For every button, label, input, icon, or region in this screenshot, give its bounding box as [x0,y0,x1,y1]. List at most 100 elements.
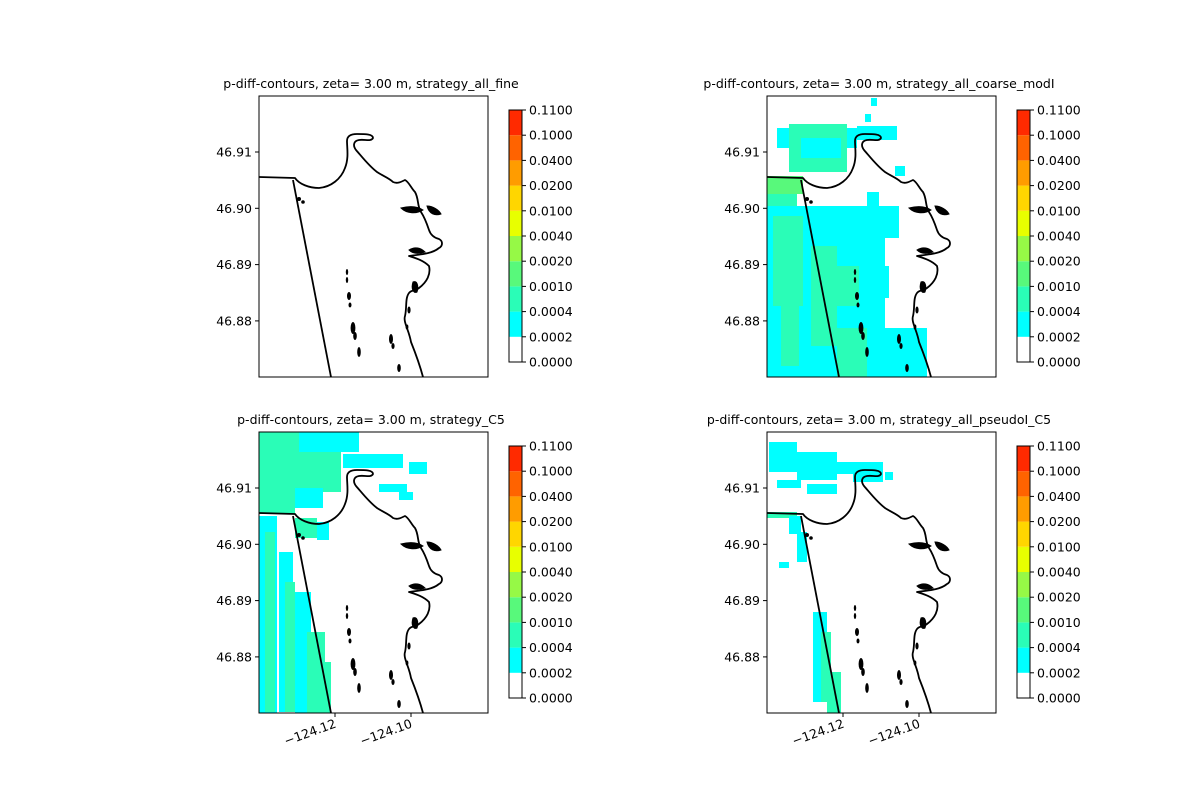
island [405,324,409,330]
island [897,334,901,344]
island [357,683,361,693]
contour-fill [317,522,329,540]
panel-1: p-diff-contours, zeta= 3.00 m, strategy_… [216,76,573,378]
contour-fill [871,266,889,298]
colorbar-segment [509,336,522,362]
colorbar-label: 0.0002 [529,329,573,344]
island [426,541,442,552]
island [391,679,395,685]
colorbar-label: 0.0010 [529,279,573,294]
y-tick-label: 46.90 [216,201,252,216]
contour-fill [797,452,837,480]
contour-fill [769,442,797,472]
y-tick-label: 46.89 [724,593,760,608]
colorbar-label: 0.0010 [1037,279,1081,294]
x-tick-label: −124.12 [790,716,846,749]
colorbar-label: 0.1100 [529,439,573,454]
colorbar-segment [1017,160,1030,186]
colorbar-label: 0.0020 [1037,254,1081,269]
island [865,347,869,357]
island [934,205,950,216]
island [297,197,301,201]
colorbar-segment [509,261,522,287]
island [897,670,901,680]
colorbar: 0.0000 0.0002 0.0004 0.0010 0.0020 0.0040 0.01… [1016,439,1081,706]
colorbar-label: 0.0002 [1037,329,1081,344]
contour-fill [315,662,331,713]
island [858,658,864,670]
shoreline-line [800,179,840,377]
colorbar-segment [509,597,522,623]
colorbar-label: 0.0004 [529,304,573,319]
contour-fill [295,488,323,508]
y-tick-label: 46.91 [216,145,252,160]
island [301,536,305,540]
colorbar-label: 0.0020 [529,590,573,605]
island [397,364,401,372]
colorbar-label: 0.0100 [529,539,573,554]
colorbar-segment [1017,546,1030,572]
colorbar-segment [509,311,522,337]
contour-fill [767,512,797,518]
contour-fill [781,296,799,366]
contour-fill [871,98,877,106]
contour-fill [797,532,807,562]
colorbar-segment [1017,336,1030,362]
island [853,269,857,275]
colorbar-label: 0.0002 [1037,665,1081,680]
colorbar-segment [1017,446,1030,472]
contour-fill [773,216,803,306]
island [805,533,809,537]
colorbar-label: 0.0200 [529,514,573,529]
contour-fill [767,194,797,206]
colorbar-label: 0.1100 [1037,103,1081,118]
y-tick-label: 46.88 [216,313,252,328]
contour-fill [827,672,841,713]
colorbar-label: 0.1100 [529,103,573,118]
colorbar-label: 0.0400 [1037,153,1081,168]
island [301,200,305,204]
colorbar-segment [509,546,522,572]
shoreline-line [800,515,840,713]
contour-fill [259,492,295,514]
contour-fill [853,472,883,482]
colorbar-label: 0.0400 [529,153,573,168]
island [856,302,860,308]
colorbar-label: 0.1000 [529,464,573,479]
colorbar-label: 0.0200 [1037,514,1081,529]
y-tick-label: 46.89 [216,593,252,608]
colorbar-label: 0.1000 [1037,128,1081,143]
contour-fill [259,432,299,492]
colorbar-label: 0.0100 [529,203,573,218]
contour-fill [865,114,871,122]
island [905,700,909,708]
island [915,642,919,650]
island [916,583,934,590]
colorbar-segment [1017,647,1030,673]
island [805,197,809,201]
colorbar-segment [509,622,522,648]
plot-area [259,96,488,377]
island [345,605,349,611]
y-tick-label: 46.91 [216,481,252,496]
colorbar-segment [1017,286,1030,312]
y-tick-label: 46.89 [724,257,760,272]
island [426,205,442,216]
colorbar-label: 0.0040 [529,565,573,580]
panel-4: p-diff-contours, zeta= 3.00 m, strategy_… [707,412,1081,748]
island [411,281,419,293]
island [861,332,865,340]
colorbar-label: 0.1000 [529,128,573,143]
island [861,668,865,676]
colorbar-label: 0.0010 [529,615,573,630]
island [397,700,401,708]
contour-fill [265,532,275,712]
colorbar-label: 0.0200 [529,178,573,193]
island [853,613,857,619]
colorbar-label: 0.0020 [1037,590,1081,605]
contour-fill [777,480,801,488]
colorbar-segment [1017,622,1030,648]
island [350,322,356,334]
contour-fill [895,166,905,176]
contour-fill [821,632,831,702]
